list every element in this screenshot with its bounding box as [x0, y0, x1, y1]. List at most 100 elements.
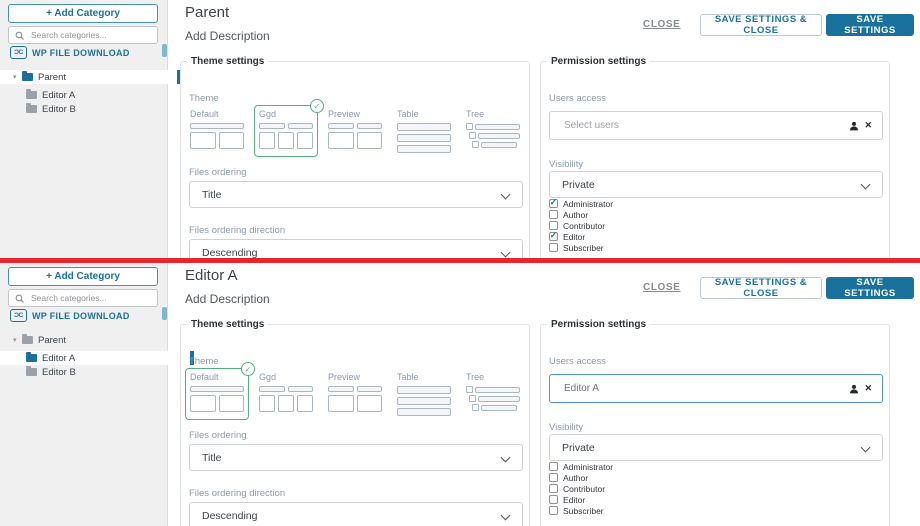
- clear-users-icon[interactable]: ✕: [864, 120, 872, 130]
- role-label: Editor: [563, 231, 586, 242]
- checkbox[interactable]: ✓: [549, 198, 558, 208]
- clear-users-icon[interactable]: ✕: [864, 383, 872, 393]
- files-ordering-select[interactable]: Title: [189, 181, 523, 208]
- visibility-select[interactable]: Private: [549, 171, 883, 198]
- tree-expand-caret-icon[interactable]: ▾: [13, 337, 17, 344]
- chevron-down-icon: [500, 247, 511, 258]
- category-title: Editor A: [185, 267, 238, 284]
- files-ordering-direction-label: Files ordering direction: [189, 488, 286, 499]
- users-access-label: Users access: [549, 356, 607, 367]
- selected-check-icon: ✓: [241, 362, 255, 376]
- save-settings-and-close-button[interactable]: SAVE SETTINGS & CLOSE: [700, 277, 822, 299]
- checkbox[interactable]: ✓: [549, 473, 558, 482]
- user-icon[interactable]: [849, 121, 859, 131]
- add-category-button[interactable]: + Add Category: [8, 267, 158, 286]
- role-checkbox-administrator[interactable]: ✓ Administrator: [549, 461, 613, 472]
- category-search-input[interactable]: [29, 292, 151, 304]
- files-ordering-direction-select[interactable]: Descending: [189, 239, 523, 259]
- role-checkbox-author[interactable]: ✓ Author: [549, 472, 613, 483]
- sidebar-scrollbar-thumb[interactable]: [162, 44, 167, 57]
- checkbox[interactable]: ✓: [549, 231, 558, 241]
- tree-expand-caret-icon[interactable]: ▾: [13, 74, 17, 81]
- role-checkbox-editor[interactable]: ✓ Editor: [549, 494, 613, 505]
- role-checkbox-subscriber[interactable]: ✓ Subscriber: [549, 242, 613, 253]
- checkbox[interactable]: ✓: [549, 462, 558, 471]
- tree-item-label: Parent: [38, 71, 66, 83]
- theme-thumbnail-graphic: [466, 386, 520, 393]
- search-icon: [15, 294, 24, 303]
- plugin-logo-text: WP FILE DOWNLOAD: [32, 310, 130, 321]
- wp-file-download-logo-icon: ƆC: [10, 46, 27, 59]
- theme-option-tree[interactable]: Tree ✓: [461, 368, 525, 420]
- checkbox[interactable]: ✓: [549, 495, 558, 504]
- theme-option-tree[interactable]: Tree ✓: [461, 105, 525, 157]
- role-checkbox-contributor[interactable]: ✓ Contributor: [549, 220, 613, 231]
- users-access-field[interactable]: ✕: [549, 111, 883, 140]
- folder-icon: [22, 71, 33, 81]
- role-label: Author: [563, 472, 589, 483]
- users-access-field[interactable]: ✕: [549, 374, 883, 403]
- theme-thumbnail-graphic: [397, 123, 451, 131]
- tree-item-label: Editor A: [42, 352, 76, 364]
- theme-option-default[interactable]: Default ✓: [185, 362, 255, 420]
- theme-option-table[interactable]: Table ✓: [392, 368, 456, 420]
- tree-item-parent[interactable]: ▾ Parent: [0, 333, 181, 347]
- role-checkbox-administrator[interactable]: ✓ Administrator: [549, 198, 613, 209]
- save-settings-button[interactable]: SAVE SETTINGS: [826, 14, 914, 36]
- theme-label: Theme: [189, 93, 219, 104]
- role-checkbox-contributor[interactable]: ✓ Contributor: [549, 483, 613, 494]
- add-description-link[interactable]: Add Description: [185, 29, 270, 43]
- users-access-input[interactable]: [562, 382, 845, 395]
- tree-item-editor-b[interactable]: Editor B: [0, 102, 194, 116]
- role-checkbox-editor[interactable]: ✓ Editor: [549, 231, 613, 242]
- tree-item-parent[interactable]: ▾ Parent: [0, 70, 181, 84]
- tree-item-editor-b[interactable]: Editor B: [0, 365, 194, 379]
- plugin-logo-text: WP FILE DOWNLOAD: [32, 47, 130, 58]
- theme-option-preview[interactable]: Preview ✓: [323, 105, 387, 157]
- role-checkbox-author[interactable]: ✓ Author: [549, 209, 613, 220]
- theme-option-default[interactable]: Default ✓: [185, 105, 249, 157]
- visibility-value: Private: [562, 441, 595, 454]
- checkbox[interactable]: ✓: [549, 210, 558, 219]
- user-icon[interactable]: [849, 384, 859, 394]
- tree-item-editor-a[interactable]: Editor A: [0, 351, 194, 365]
- theme-option-table[interactable]: Table ✓: [392, 105, 456, 157]
- files-ordering-value: Title: [202, 451, 222, 464]
- close-button[interactable]: CLOSE: [643, 19, 681, 30]
- category-settings-panel: + Add Category ƆC WP FILE DOWNLOAD ▾ Par…: [0, 0, 920, 263]
- theme-option-label: Tree: [466, 372, 485, 382]
- files-ordering-direction-value: Descending: [202, 246, 258, 259]
- theme-option-label: Default: [190, 372, 219, 382]
- checkbox[interactable]: ✓: [549, 506, 558, 515]
- sidebar-scrollbar-thumb[interactable]: [162, 307, 167, 320]
- checkbox[interactable]: ✓: [549, 221, 558, 230]
- checkbox[interactable]: ✓: [549, 484, 558, 493]
- theme-option-ggd[interactable]: Ggd ✓: [254, 99, 324, 157]
- save-settings-and-close-button[interactable]: SAVE SETTINGS & CLOSE: [700, 14, 822, 36]
- users-access-input[interactable]: [562, 119, 845, 132]
- theme-thumbnail-graphic: [259, 123, 313, 129]
- visibility-select[interactable]: Private: [549, 434, 883, 461]
- checkbox[interactable]: ✓: [549, 243, 558, 252]
- theme-option-preview[interactable]: Preview ✓: [323, 368, 387, 420]
- theme-label: Theme: [189, 356, 219, 367]
- theme-option-ggd[interactable]: Ggd ✓: [254, 368, 318, 420]
- permission-settings-section: Permission settings Users access ✕ Visib…: [540, 56, 890, 258]
- category-search-box[interactable]: [8, 26, 158, 44]
- permission-settings-legend: Permission settings: [551, 319, 647, 330]
- chevron-down-icon: [500, 510, 511, 521]
- files-ordering-label: Files ordering: [189, 167, 247, 178]
- category-search-input[interactable]: [29, 29, 151, 41]
- add-category-button[interactable]: + Add Category: [8, 4, 158, 23]
- role-label: Administrator: [563, 461, 614, 472]
- save-settings-button[interactable]: SAVE SETTINGS: [826, 277, 914, 299]
- close-button[interactable]: CLOSE: [643, 282, 681, 293]
- files-ordering-select[interactable]: Title: [189, 444, 523, 471]
- add-description-link[interactable]: Add Description: [185, 292, 270, 306]
- tree-item-editor-a[interactable]: Editor A: [0, 88, 194, 102]
- role-checkbox-subscriber[interactable]: ✓ Subscriber: [549, 505, 613, 516]
- tree-item-label: Editor B: [42, 103, 76, 115]
- files-ordering-direction-select[interactable]: Descending: [189, 502, 523, 526]
- chevron-down-icon: [860, 442, 871, 453]
- category-search-box[interactable]: [8, 289, 158, 307]
